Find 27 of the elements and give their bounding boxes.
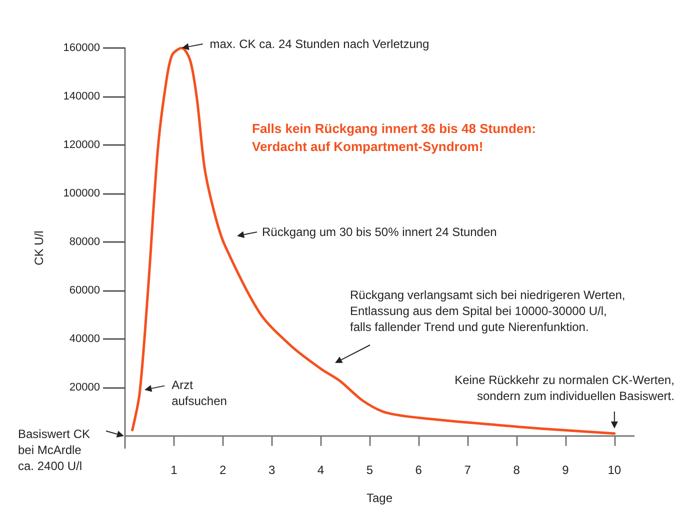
x-tick-label: 3 <box>268 463 276 477</box>
x-tick-label: 2 <box>220 463 227 477</box>
x-tick-label: 5 <box>366 463 374 477</box>
y-tick-label: 40000 <box>69 332 100 345</box>
x-tick-label: 10 <box>608 463 622 477</box>
annotation: Rückgang um 30 bis 50% innert 24 Stunden <box>262 224 497 240</box>
x-tick-label: 9 <box>562 463 570 477</box>
y-tick-label: 160000 <box>63 42 100 54</box>
y-tick-label: 120000 <box>63 138 100 151</box>
y-tick-label: 80000 <box>69 236 100 248</box>
y-tick-label: 60000 <box>69 284 100 296</box>
x-tick-label: 7 <box>464 463 472 477</box>
x-axis-title: Tage <box>366 491 393 505</box>
annotation: Falls kein Rückgang innert 36 bis 48 Stunden: Verdacht auf Kompartment-Syndrom! <box>252 120 536 156</box>
annotation: max. CK ca. 24 Stunden nach Verletzung <box>210 36 430 52</box>
x-tick-label: 6 <box>415 463 422 477</box>
annotation: Keine Rückkehr zu normalen CK-Werten, sondern zum individuellen Basiswert. <box>454 372 674 404</box>
y-tick-label: 100000 <box>63 187 100 200</box>
annotation: Arzt aufsuchen <box>172 376 227 409</box>
text: Basiswert CK bei McArdle ca. 2400 U/l <box>18 426 90 474</box>
y-tick-label: 20000 <box>69 381 100 394</box>
x-tick-label: 8 <box>513 463 520 477</box>
x-tick-label: 4 <box>317 463 324 477</box>
annotation: Rückgang verlangsamt sich bei niedrigeren Werten, Entlassung aus dem Spital bei 10000-30000 U/l, falls fallender Trend und gute Nierenfunktion. <box>350 287 626 335</box>
x-tick-label: 1 <box>170 463 178 477</box>
y-axis-title: CK U/l <box>32 230 46 266</box>
y-tick-label: 140000 <box>63 90 100 102</box>
